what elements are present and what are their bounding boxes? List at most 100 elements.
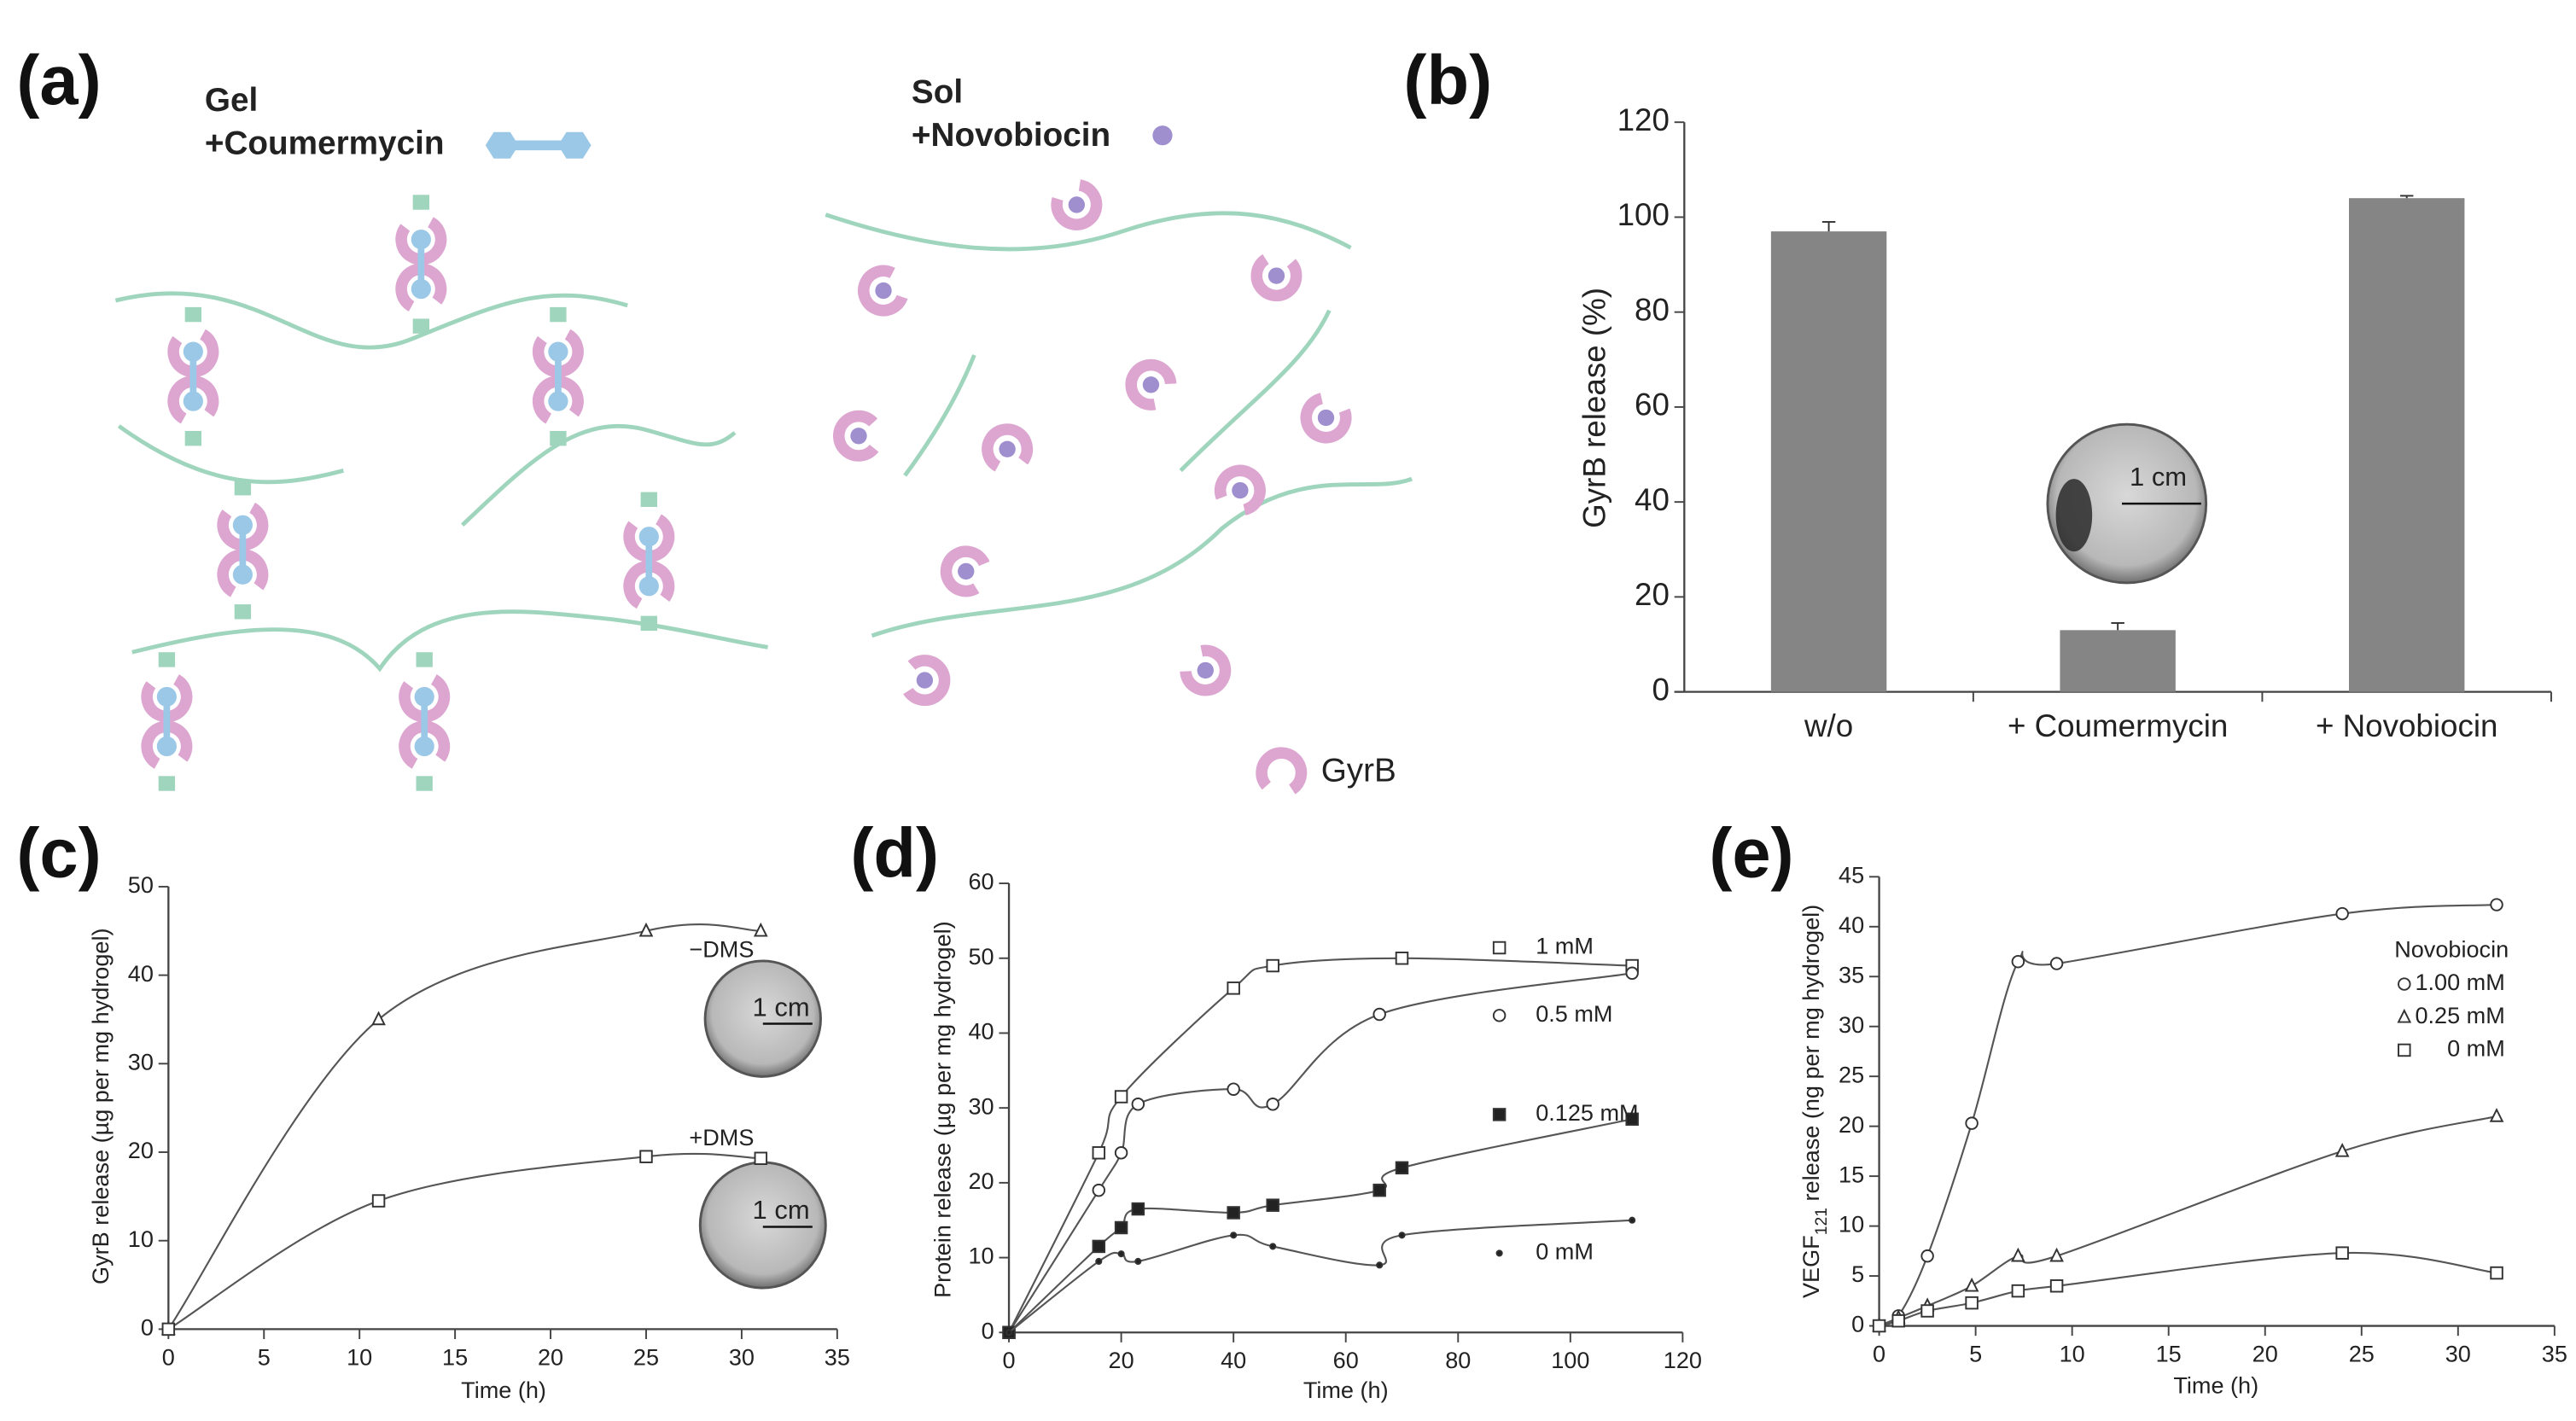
ligand <box>1068 196 1086 213</box>
legend-label: 0.25 mM <box>2415 1002 2504 1028</box>
marker <box>2049 1279 2064 1293</box>
marker <box>371 1010 386 1026</box>
y-tick-label: 30 <box>1839 1011 1864 1038</box>
linker <box>412 195 429 210</box>
coumermycin-end <box>638 576 659 597</box>
ligand <box>1197 661 1214 679</box>
novobiocin-icon <box>1152 125 1173 146</box>
x-tick-label: 25 <box>2349 1341 2375 1367</box>
y-tick-label: 20 <box>128 1137 154 1163</box>
y-tick-label: 25 <box>1839 1061 1864 1087</box>
scale-label: 1 cm <box>753 992 810 1022</box>
marker <box>2335 906 2349 921</box>
marker <box>2011 1284 2025 1298</box>
marker <box>2489 1108 2504 1122</box>
legend-title: Novobiocin <box>2394 936 2509 963</box>
x-tick-label: 35 <box>825 1343 850 1370</box>
gyrb <box>167 326 219 378</box>
x-tick-label: + Coumermycin <box>2008 708 2228 743</box>
y-tick-label: 35 <box>1839 961 1864 987</box>
bar <box>2060 630 2176 692</box>
sol-agent: +Novobiocin <box>912 117 1110 154</box>
x-axis-label: Time (h) <box>2173 1371 2258 1398</box>
y-tick-label: 50 <box>128 871 154 898</box>
polymer-chain <box>903 354 976 477</box>
ligand <box>850 428 867 445</box>
ligand <box>1317 409 1335 427</box>
series-line <box>167 923 761 1330</box>
legend-marker <box>2398 977 2411 991</box>
gyrb <box>940 545 992 597</box>
marker <box>1266 1198 1279 1212</box>
marker <box>1964 1277 1979 1292</box>
x-tick-label: 0 <box>1003 1347 1016 1373</box>
gyrb-legend: GyrB <box>1321 753 1396 789</box>
linker <box>640 615 657 632</box>
marker <box>2490 1266 2503 1280</box>
y-tick-label: 60 <box>969 868 994 894</box>
coumermycin-end <box>548 341 568 362</box>
gyrb <box>623 510 675 562</box>
linker <box>184 306 202 323</box>
marker <box>1629 1216 1636 1224</box>
coumermycin-icon-end <box>557 131 592 159</box>
x-tick-label: 0 <box>162 1343 175 1370</box>
y-tick-label: 10 <box>1839 1211 1864 1238</box>
gyrb <box>982 423 1034 475</box>
gyrb <box>899 655 951 707</box>
gyrb <box>141 671 193 723</box>
y-tick-label: 40 <box>128 960 154 987</box>
coumermycin-end <box>411 229 431 250</box>
coumermycin-end <box>183 341 203 362</box>
gyrb <box>217 549 269 601</box>
scale-label: 1 cm <box>753 1195 810 1225</box>
x-tick-label: 80 <box>1445 1347 1471 1373</box>
inset-photo <box>698 1161 827 1290</box>
legend-label: 0 mM <box>2447 1035 2505 1062</box>
marker <box>161 1322 176 1337</box>
panel-label: (e) <box>1709 815 1793 893</box>
legend-label: 0 mM <box>1536 1238 1594 1265</box>
y-tick-label: 0 <box>1851 1311 1864 1337</box>
marker <box>1114 1146 1128 1160</box>
bar <box>2348 198 2465 692</box>
linker <box>184 430 202 446</box>
coumermycin-end <box>414 686 434 708</box>
x-tick-label: 10 <box>2060 1341 2085 1367</box>
marker <box>371 1194 386 1208</box>
marker <box>1625 966 1639 981</box>
polymer-chain <box>131 609 768 673</box>
coumermycin-end <box>156 736 178 757</box>
y-tick-label: 0 <box>982 1317 994 1343</box>
bar <box>1770 231 1887 692</box>
marker <box>1230 1232 1238 1239</box>
x-tick-label: 20 <box>1109 1347 1134 1373</box>
coumermycin-end <box>232 564 253 585</box>
y-tick-label: 0 <box>141 1314 154 1341</box>
y-tick-label: 40 <box>1839 911 1864 938</box>
y-tick-label: 80 <box>1635 292 1670 327</box>
gyrb <box>395 263 447 315</box>
ligand <box>1232 481 1249 499</box>
legend-marker <box>1492 1108 1507 1121</box>
coumermycin-icon-end <box>485 131 519 159</box>
x-tick-label: 40 <box>1221 1347 1246 1373</box>
polymer-chain <box>117 424 345 485</box>
marker <box>1134 1257 1142 1266</box>
linker <box>416 652 433 667</box>
marker <box>2049 1247 2064 1262</box>
marker <box>1227 1206 1240 1220</box>
y-axis-label: VEGF121 release (ng per mg hydrogel) <box>1798 905 1831 1298</box>
y-tick-label: 40 <box>1635 482 1670 517</box>
gyrb <box>532 326 584 378</box>
legend-label: 1 mM <box>1536 933 1594 959</box>
marker <box>639 1150 653 1163</box>
y-tick-label: 20 <box>969 1168 994 1194</box>
marker <box>1266 1098 1279 1111</box>
legend-marker <box>1492 1009 1507 1022</box>
linker <box>640 492 657 507</box>
marker <box>753 922 768 937</box>
gel-agent: +Coumermycin <box>205 125 445 161</box>
coumermycin-end <box>156 686 178 708</box>
ligand <box>916 672 934 689</box>
